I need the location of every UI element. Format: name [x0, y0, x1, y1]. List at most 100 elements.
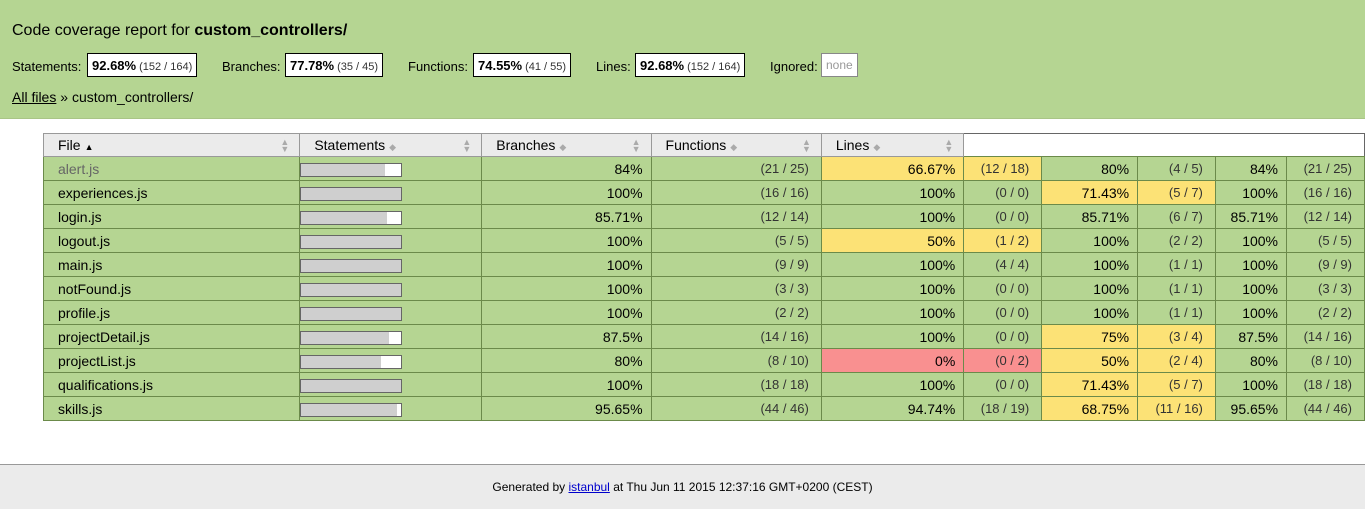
- statements-pct-cell: 100%: [481, 180, 652, 205]
- coverage-bar-fill: [301, 211, 388, 224]
- coverage-bar: [300, 234, 403, 249]
- breadcrumb-separator: »: [56, 89, 72, 105]
- table-row: notFound.js 100% (3 / 3) 100% (0 / 0) 100% (1 …: [42, 276, 1365, 301]
- sort-icon: ▲ ▼: [631, 137, 641, 154]
- footer: Generated by istanbul at Thu Jun 11 2015…: [0, 464, 1365, 509]
- functions-pct-cell: 100%: [1041, 276, 1139, 301]
- branches-fraction-cell: (12 / 18): [963, 156, 1043, 181]
- all-files-link[interactable]: All files: [12, 89, 57, 105]
- breadcrumb-current: custom_controllers/: [71, 89, 194, 105]
- file-name-cell[interactable]: profile.js: [42, 300, 301, 325]
- lines-pct-cell: 100%: [1214, 252, 1288, 277]
- coverage-bar-fill: [301, 187, 402, 200]
- file-name-cell[interactable]: skills.js: [42, 396, 301, 421]
- file-link[interactable]: qualifications.js: [58, 376, 153, 393]
- file-link[interactable]: notFound.js: [58, 280, 132, 297]
- metric-branches: Branches: 77.78% (35 / 45): [222, 53, 384, 77]
- file-name-cell[interactable]: projectDetail.js: [42, 324, 301, 349]
- column-header-branches[interactable]: Branches ◆ ▲ ▼: [481, 133, 652, 157]
- file-link[interactable]: skills.js: [58, 400, 103, 417]
- file-link[interactable]: projectDetail.js: [58, 328, 150, 345]
- column-header-statements[interactable]: Statements ◆ ▲ ▼: [299, 133, 483, 157]
- coverage-bar-cell: [299, 324, 483, 349]
- coverage-bar: [300, 306, 403, 321]
- coverage-bar-fill: [301, 259, 402, 272]
- file-link[interactable]: profile.js: [58, 304, 111, 321]
- coverage-bar: [300, 402, 403, 417]
- branches-pct-cell: 0%: [820, 348, 965, 373]
- table-row: projectList.js 80% (8 / 10) 0% (0 / 2) 50% (2 …: [42, 348, 1365, 373]
- file-link[interactable]: login.js: [58, 208, 102, 225]
- sort-toggle-icon: ◆: [873, 142, 881, 152]
- functions-pct-cell: 100%: [1041, 228, 1139, 253]
- metric-label: Statements:: [12, 59, 82, 74]
- metric-box: none: [821, 53, 858, 77]
- functions-pct-cell: 85.71%: [1041, 204, 1139, 229]
- metric-label: Functions:: [408, 59, 468, 74]
- lines-pct-cell: 85.71%: [1214, 204, 1288, 229]
- metric-functions: Functions: 74.55% (41 / 55): [408, 53, 572, 77]
- coverage-bar: [300, 210, 403, 225]
- lines-fraction-cell: (5 / 5): [1286, 228, 1365, 253]
- lines-pct-cell: 100%: [1214, 276, 1288, 301]
- coverage-bar-cell: [299, 252, 483, 277]
- lines-pct-cell: 100%: [1214, 372, 1288, 397]
- file-link[interactable]: projectList.js: [58, 352, 136, 369]
- functions-fraction-cell: (1 / 1): [1137, 300, 1216, 325]
- statements-pct-cell: 100%: [481, 228, 652, 253]
- branches-fraction-cell: (1 / 2): [963, 228, 1043, 253]
- sort-ascending-icon: ▲: [84, 142, 94, 152]
- functions-fraction-cell: (5 / 7): [1137, 180, 1216, 205]
- functions-pct-cell: 50%: [1041, 348, 1139, 373]
- sort-toggle-icon: ◆: [389, 142, 397, 152]
- coverage-bar-fill: [301, 379, 402, 392]
- branches-pct-cell: 100%: [820, 300, 965, 325]
- lines-pct-cell: 84%: [1214, 156, 1288, 181]
- functions-fraction-cell: (1 / 1): [1137, 276, 1216, 301]
- statements-fraction-cell: (14 / 16): [650, 324, 822, 349]
- lines-fraction-cell: (14 / 16): [1286, 324, 1365, 349]
- column-header-lines[interactable]: Lines ◆ ▲ ▼: [820, 133, 965, 157]
- file-name-cell[interactable]: logout.js: [42, 228, 301, 253]
- column-header-file[interactable]: File ▲ ▲ ▼: [42, 133, 301, 157]
- sort-icon: ▲ ▼: [462, 137, 472, 154]
- file-name-cell[interactable]: experiences.js: [42, 180, 301, 205]
- branches-pct-cell: 100%: [820, 324, 965, 349]
- lines-fraction-cell: (3 / 3): [1286, 276, 1365, 301]
- istanbul-link[interactable]: istanbul: [568, 480, 610, 494]
- coverage-bar-fill: [301, 283, 402, 296]
- branches-pct-cell: 100%: [820, 204, 965, 229]
- file-link[interactable]: experiences.js: [58, 184, 148, 201]
- table-header-row: File ▲ ▲ ▼ Statements ◆ ▲ ▼ Branches ◆ ▲ ▼ Functi…: [42, 133, 1365, 157]
- lines-fraction-cell: (21 / 25): [1286, 156, 1365, 181]
- functions-fraction-cell: (3 / 4): [1137, 324, 1216, 349]
- file-name-cell[interactable]: main.js: [42, 252, 301, 277]
- statements-fraction-cell: (16 / 16): [650, 180, 822, 205]
- file-name-cell[interactable]: notFound.js: [42, 276, 301, 301]
- file-link[interactable]: logout.js: [58, 232, 111, 249]
- metric-label: Ignored:: [770, 59, 818, 74]
- lines-pct-cell: 95.65%: [1214, 396, 1288, 421]
- functions-pct-cell: 80%: [1041, 156, 1139, 181]
- file-name-cell[interactable]: alert.js: [42, 156, 301, 181]
- metric-frac: (152 / 164): [139, 61, 193, 73]
- file-name-cell[interactable]: projectList.js: [42, 348, 301, 373]
- file-name-cell[interactable]: login.js: [42, 204, 301, 229]
- coverage-bar: [300, 330, 403, 345]
- functions-fraction-cell: (4 / 5): [1137, 156, 1216, 181]
- table-row: main.js 100% (9 / 9) 100% (4 / 4) 100% (1 / 1)…: [42, 252, 1365, 277]
- metric-frac: (152 / 164): [687, 61, 741, 73]
- column-header-functions[interactable]: Functions ◆ ▲ ▼: [650, 133, 822, 157]
- table-row: login.js 85.71% (12 / 14) 100% (0 / 0) 85.71%…: [42, 204, 1365, 229]
- coverage-bar: [300, 162, 403, 177]
- lines-fraction-cell: (18 / 18): [1286, 372, 1365, 397]
- branches-pct-cell: 50%: [820, 228, 965, 253]
- file-link[interactable]: alert.js: [58, 160, 100, 177]
- coverage-bar: [300, 378, 403, 393]
- statements-fraction-cell: (3 / 3): [650, 276, 822, 301]
- file-name-cell[interactable]: qualifications.js: [42, 372, 301, 397]
- lines-pct-cell: 80%: [1214, 348, 1288, 373]
- table-row: skills.js 95.65% (44 / 46) 94.74% (18 / 19) 6…: [42, 396, 1365, 421]
- file-link[interactable]: main.js: [58, 256, 103, 273]
- statements-fraction-cell: (9 / 9): [650, 252, 822, 277]
